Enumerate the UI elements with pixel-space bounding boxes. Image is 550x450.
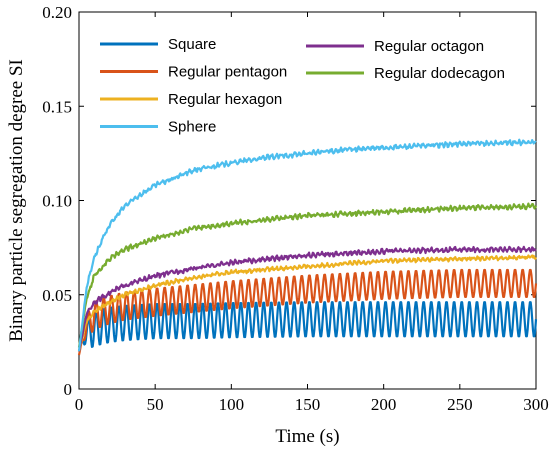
legend-label: Square	[168, 36, 216, 53]
x-tick-label: 0	[75, 395, 84, 414]
legend: Square Regular pentagon Regular hexagon Sph…	[100, 36, 505, 136]
y-tick-label: 0.05	[42, 286, 72, 305]
tick-labels: 0 50 100 150 200 250 300 0 0.05 0.10 0.15 0.20	[42, 3, 549, 414]
y-tick-label: 0	[64, 380, 73, 399]
legend-label: Regular dodecagon	[374, 65, 505, 82]
x-axis-title: Time (s)	[275, 426, 339, 447]
x-tick-label: 250	[447, 395, 473, 414]
legend-item: Sphere	[100, 119, 216, 136]
y-tick-label: 0.15	[42, 97, 72, 116]
legend-item: Regular dodecagon	[306, 65, 505, 82]
x-tick-label: 300	[523, 395, 549, 414]
legend-item: Regular hexagon	[100, 91, 282, 108]
x-tick-label: 200	[371, 395, 397, 414]
series-line-regular-hexagon	[77, 254, 537, 352]
axes	[78, 11, 537, 390]
series-line-regular-octagon	[77, 245, 537, 352]
x-tick-label: 100	[219, 395, 245, 414]
y-tick-label: 0.10	[42, 192, 72, 211]
series-line-square	[77, 301, 538, 348]
legend-label: Regular pentagon	[168, 64, 287, 81]
legend-label: Regular octagon	[374, 38, 484, 55]
y-axis-title: Binary particle segregation degree SI	[6, 59, 27, 342]
series-line-regular-pentagon	[77, 268, 538, 356]
legend-item: Square	[100, 36, 216, 53]
series-lines	[77, 138, 538, 356]
series-line-regular-dodecagon	[77, 202, 538, 348]
legend-item: Regular octagon	[306, 38, 484, 55]
legend-item: Regular pentagon	[100, 64, 287, 81]
x-tick-label: 150	[295, 395, 321, 414]
legend-label: Sphere	[168, 119, 216, 136]
x-tick-label: 50	[147, 395, 164, 414]
y-tick-label: 0.20	[42, 3, 72, 22]
series-line-sphere	[77, 138, 537, 352]
legend-label: Regular hexagon	[168, 91, 282, 108]
